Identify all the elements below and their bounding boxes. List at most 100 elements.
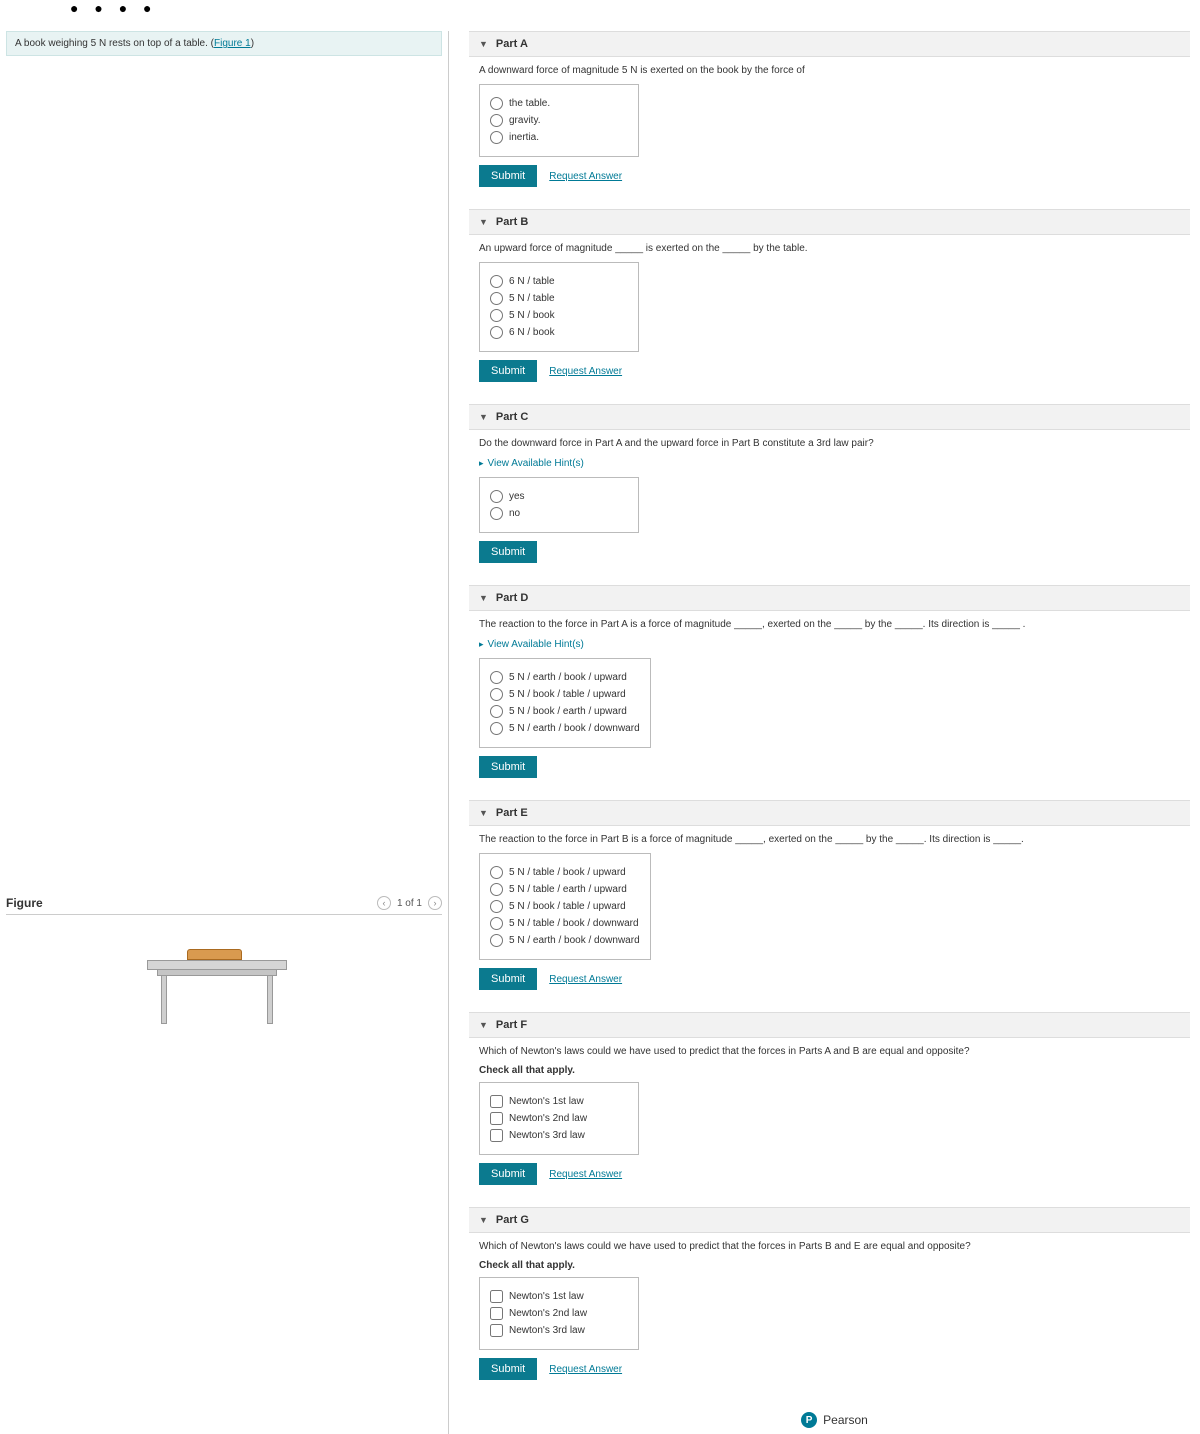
- request-answer-link[interactable]: Request Answer: [549, 1169, 622, 1180]
- option-row[interactable]: 5 N / book: [490, 309, 628, 322]
- problem-statement: A book weighing 5 N rests on top of a ta…: [6, 31, 442, 56]
- radio-input[interactable]: [490, 934, 503, 947]
- part-a: ▼Part A A downward force of magnitude 5 N…: [469, 31, 1190, 199]
- checkbox-input[interactable]: [490, 1324, 503, 1337]
- submit-button[interactable]: Submit: [479, 360, 537, 382]
- option-row[interactable]: the table.: [490, 97, 628, 110]
- submit-button[interactable]: Submit: [479, 756, 537, 778]
- submit-button[interactable]: Submit: [479, 1163, 537, 1185]
- option-label: no: [509, 508, 520, 519]
- options-box: 5 N / earth / book / upward 5 N / book / …: [479, 658, 651, 748]
- part-header[interactable]: ▼Part D: [469, 585, 1190, 611]
- checkbox-input[interactable]: [490, 1290, 503, 1303]
- part-prompt: A downward force of magnitude 5 N is exe…: [479, 65, 1180, 76]
- checkbox-input[interactable]: [490, 1095, 503, 1108]
- radio-input[interactable]: [490, 97, 503, 110]
- option-row[interactable]: yes: [490, 490, 628, 503]
- part-prompt: An upward force of magnitude _____ is ex…: [479, 243, 1180, 254]
- request-answer-link[interactable]: Request Answer: [549, 974, 622, 985]
- option-row[interactable]: Newton's 1st law: [490, 1290, 628, 1303]
- option-row[interactable]: Newton's 1st law: [490, 1095, 628, 1108]
- radio-input[interactable]: [490, 900, 503, 913]
- part-header[interactable]: ▼Part F: [469, 1012, 1190, 1038]
- option-label: Newton's 3rd law: [509, 1130, 585, 1141]
- option-row[interactable]: 5 N / earth / book / downward: [490, 934, 640, 947]
- figure-scrollbar[interactable]: ▲ ▼: [428, 915, 442, 1055]
- radio-input[interactable]: [490, 309, 503, 322]
- option-row[interactable]: 5 N / book / table / upward: [490, 688, 640, 701]
- figure-pager: ‹ 1 of 1 ›: [377, 896, 442, 910]
- option-row[interactable]: 5 N / book / table / upward: [490, 900, 640, 913]
- part-header[interactable]: ▼Part A: [469, 31, 1190, 57]
- request-answer-link[interactable]: Request Answer: [549, 366, 622, 377]
- collapse-caret-icon: ▼: [479, 217, 488, 227]
- option-row[interactable]: 5 N / table: [490, 292, 628, 305]
- radio-input[interactable]: [490, 671, 503, 684]
- option-row[interactable]: no: [490, 507, 628, 520]
- radio-input[interactable]: [490, 490, 503, 503]
- brand-name: Pearson: [823, 1413, 868, 1427]
- option-row[interactable]: 6 N / table: [490, 275, 628, 288]
- checkbox-input[interactable]: [490, 1112, 503, 1125]
- radio-input[interactable]: [490, 883, 503, 896]
- figure-next-button[interactable]: ›: [428, 896, 442, 910]
- option-row[interactable]: Newton's 2nd law: [490, 1112, 628, 1125]
- submit-button[interactable]: Submit: [479, 165, 537, 187]
- part-header[interactable]: ▼Part E: [469, 800, 1190, 826]
- option-label: Newton's 1st law: [509, 1291, 584, 1302]
- radio-input[interactable]: [490, 705, 503, 718]
- radio-input[interactable]: [490, 326, 503, 339]
- request-answer-link[interactable]: Request Answer: [549, 171, 622, 182]
- part-label: Part B: [496, 216, 528, 228]
- request-answer-link[interactable]: Request Answer: [549, 1364, 622, 1375]
- radio-input[interactable]: [490, 688, 503, 701]
- option-row[interactable]: 5 N / book / earth / upward: [490, 705, 640, 718]
- radio-input[interactable]: [490, 507, 503, 520]
- figure-prev-button[interactable]: ‹: [377, 896, 391, 910]
- radio-input[interactable]: [490, 131, 503, 144]
- option-row[interactable]: 5 N / table / book / downward: [490, 917, 640, 930]
- part-header[interactable]: ▼Part C: [469, 404, 1190, 430]
- submit-button[interactable]: Submit: [479, 541, 537, 563]
- part-label: Part A: [496, 38, 528, 50]
- options-box: yes no: [479, 477, 639, 533]
- part-prompt: Do the downward force in Part A and the …: [479, 438, 1180, 449]
- scroll-up-icon[interactable]: ▲: [429, 915, 441, 928]
- option-row[interactable]: inertia.: [490, 131, 628, 144]
- radio-input[interactable]: [490, 722, 503, 735]
- view-hints-link[interactable]: View Available Hint(s): [479, 458, 584, 469]
- part-prompt: Which of Newton's laws could we have use…: [479, 1046, 1180, 1057]
- problem-text-prefix: A book weighing 5 N rests on top of a ta…: [15, 38, 214, 49]
- option-row[interactable]: Newton's 2nd law: [490, 1307, 628, 1320]
- figure-link[interactable]: Figure 1: [214, 38, 251, 49]
- option-row[interactable]: 5 N / earth / book / upward: [490, 671, 640, 684]
- view-hints-link[interactable]: View Available Hint(s): [479, 639, 584, 650]
- option-label: 5 N / table: [509, 293, 555, 304]
- option-row[interactable]: Newton's 3rd law: [490, 1129, 628, 1142]
- submit-button[interactable]: Submit: [479, 968, 537, 990]
- part-body: The reaction to the force in Part A is a…: [469, 611, 1190, 790]
- option-row[interactable]: Newton's 3rd law: [490, 1324, 628, 1337]
- scroll-down-icon[interactable]: ▼: [429, 1042, 441, 1055]
- option-row[interactable]: 5 N / table / book / upward: [490, 866, 640, 879]
- part-header[interactable]: ▼ Part B: [469, 209, 1190, 235]
- part-header[interactable]: ▼Part G: [469, 1207, 1190, 1233]
- radio-input[interactable]: [490, 917, 503, 930]
- radio-input[interactable]: [490, 114, 503, 127]
- part-label: Part C: [496, 411, 528, 423]
- checkbox-input[interactable]: [490, 1307, 503, 1320]
- radio-input[interactable]: [490, 292, 503, 305]
- option-row[interactable]: 5 N / earth / book / downward: [490, 722, 640, 735]
- option-row[interactable]: 6 N / book: [490, 326, 628, 339]
- radio-input[interactable]: [490, 275, 503, 288]
- radio-input[interactable]: [490, 866, 503, 879]
- checkbox-input[interactable]: [490, 1129, 503, 1142]
- option-label: the table.: [509, 98, 550, 109]
- option-label: Newton's 3rd law: [509, 1325, 585, 1336]
- part-g: ▼Part GWhich of Newton's laws could we h…: [469, 1207, 1190, 1392]
- submit-button[interactable]: Submit: [479, 1358, 537, 1380]
- option-row[interactable]: 5 N / table / earth / upward: [490, 883, 640, 896]
- option-row[interactable]: gravity.: [490, 114, 628, 127]
- check-all-instruction: Check all that apply.: [479, 1260, 1180, 1271]
- part-prompt: The reaction to the force in Part B is a…: [479, 834, 1180, 845]
